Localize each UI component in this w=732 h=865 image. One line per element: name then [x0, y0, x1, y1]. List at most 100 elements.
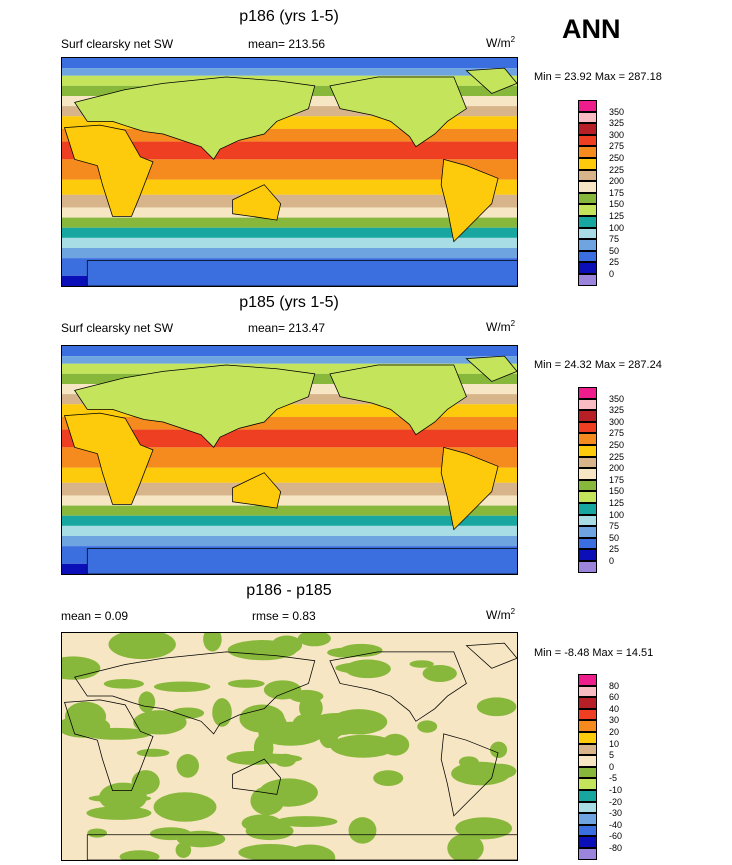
colorbar-level-label: 50	[609, 245, 620, 256]
colorbar-swatch	[578, 503, 597, 515]
colorbar-swatch	[578, 169, 597, 182]
colorbar-level-label: 300	[609, 129, 625, 140]
anomaly-region	[335, 662, 389, 674]
panel-title: p186 - p185	[246, 582, 332, 599]
anomaly-region	[87, 828, 107, 838]
continent-outline	[86, 260, 517, 286]
anomaly-region	[482, 763, 517, 779]
map-band	[62, 58, 517, 69]
colorbar-swatch	[578, 100, 597, 112]
anomaly-region	[409, 660, 434, 668]
anomaly-region	[99, 782, 147, 813]
map-band	[62, 505, 517, 516]
colorbar-swatch	[578, 526, 597, 538]
anomaly-region	[128, 637, 149, 646]
colorbar-level-label: 60	[609, 692, 620, 703]
colorbar-swatch	[578, 674, 597, 686]
colorbar-swatch	[578, 239, 597, 251]
mean-label: mean= 213.56	[248, 37, 326, 51]
colorbar-level-label: 275	[609, 428, 625, 439]
colorbar-swatch	[578, 697, 597, 709]
colorbar-level-label: 125	[609, 498, 625, 508]
continent-outline	[74, 364, 316, 448]
map-canvas	[62, 58, 517, 286]
continent-outline	[440, 733, 499, 817]
anomaly-region	[284, 844, 336, 860]
continent-outline	[232, 472, 282, 509]
continent-outline	[440, 158, 499, 243]
colorbar-level-label: 40	[609, 703, 620, 714]
colorbar-level-label: 20	[609, 727, 620, 737]
map-band	[62, 217, 517, 228]
anomaly-region	[138, 691, 156, 713]
map-field	[61, 345, 518, 575]
map-band	[62, 515, 517, 526]
map-band	[62, 482, 517, 496]
anomaly-region	[289, 689, 324, 703]
anomaly-region	[258, 778, 318, 807]
mean-label: mean= 213.47	[248, 321, 326, 335]
anomaly-region	[153, 681, 211, 693]
colorbar-level-label: 0	[609, 556, 615, 566]
colorbar-swatch	[578, 398, 597, 411]
min-max-label: Min = 23.92 Max = 287.18	[534, 71, 662, 83]
colorbar-swatch	[578, 421, 597, 434]
colorbar-swatch	[578, 227, 597, 240]
colorbar-level-label: -5	[609, 773, 618, 784]
continent-outline	[465, 642, 517, 669]
anomaly-region	[447, 833, 484, 860]
anomaly-region	[176, 830, 226, 848]
anomaly-region	[422, 664, 457, 683]
anomaly-region	[348, 817, 377, 844]
mean-label: mean = 0.09	[61, 609, 129, 623]
map-band	[62, 227, 517, 238]
colorbar-level-label: 100	[609, 509, 625, 520]
anomaly-region	[330, 709, 388, 735]
colorbar-level-label: -40	[609, 819, 623, 830]
map-band	[62, 237, 517, 248]
colorbar-swatch	[578, 766, 597, 779]
colorbar-swatch	[578, 813, 597, 825]
map-band	[62, 141, 517, 160]
colorbar-level-label: 225	[609, 164, 625, 175]
colorbar-level-label: 0	[609, 761, 615, 772]
colorbar-swatch	[578, 146, 597, 158]
continent-outline	[74, 651, 316, 735]
anomaly-region	[373, 770, 404, 786]
continent-outline	[64, 699, 154, 792]
map-band	[62, 179, 517, 195]
colorbar-swatch	[578, 801, 597, 814]
panel-title: p186 (yrs 1-5)	[239, 8, 339, 25]
colorbar-swatch	[578, 192, 597, 205]
colorbar-level-label: 175	[609, 474, 625, 485]
colorbar-swatch	[578, 468, 597, 480]
colorbar-swatch	[578, 479, 597, 492]
anomaly-region	[327, 647, 365, 658]
colorbar-swatch	[578, 743, 597, 756]
colorbar-level-label: 0	[609, 269, 615, 279]
colorbar-level-label: 75	[609, 234, 620, 245]
anomaly-region	[136, 748, 170, 757]
anomaly-region	[64, 701, 107, 732]
continent-outline	[86, 834, 517, 860]
colorbar-swatch	[578, 755, 597, 767]
anomaly-region	[103, 679, 144, 689]
min-max-label: Min = 24.32 Max = 287.24	[534, 359, 662, 371]
anomaly-region	[236, 753, 303, 764]
colorbar-level-label: 175	[609, 187, 625, 198]
colorbar-swatch	[578, 181, 597, 193]
map-field	[61, 57, 518, 287]
colorbar-swatch	[578, 514, 597, 527]
colorbar-swatch	[578, 410, 597, 422]
anomaly-region	[203, 633, 222, 652]
colorbar-swatch	[578, 848, 597, 860]
variable-label: Surf clearsky net SW	[61, 321, 174, 335]
colorbar-level-label: 200	[609, 463, 625, 474]
anomaly-region	[108, 633, 176, 660]
map-band	[62, 429, 517, 448]
continent-outline	[232, 184, 282, 221]
colorbar-level-label: 75	[609, 521, 620, 532]
min-max-label: Min = -8.48 Max = 14.51	[534, 647, 654, 659]
colorbar-level-label: 10	[609, 738, 620, 749]
colorbar-level-label: 25	[609, 544, 620, 555]
